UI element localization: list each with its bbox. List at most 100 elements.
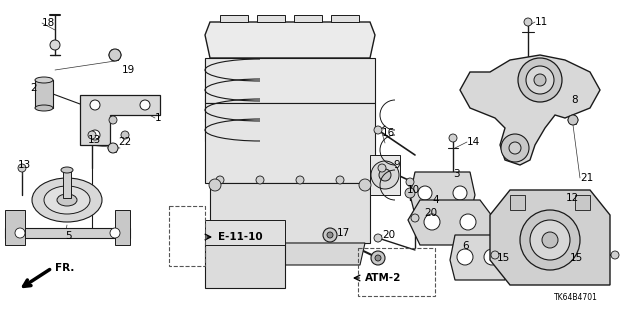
Polygon shape [5,228,130,238]
Polygon shape [510,195,525,210]
Circle shape [418,186,432,200]
Circle shape [406,178,414,186]
Circle shape [405,188,415,198]
Circle shape [90,130,100,140]
Circle shape [530,220,570,260]
Circle shape [327,232,333,238]
Circle shape [520,210,580,270]
Bar [358,248,435,296]
Polygon shape [490,190,610,285]
Text: 15: 15 [570,253,583,263]
Text: 8: 8 [571,95,578,105]
Text: 20: 20 [382,230,395,240]
Bar [35,80,53,108]
Text: E-11-10: E-11-10 [218,232,262,242]
Circle shape [453,186,467,200]
Ellipse shape [35,105,53,111]
Text: 15: 15 [497,253,510,263]
Circle shape [375,255,381,261]
Polygon shape [410,172,475,215]
Polygon shape [115,210,130,245]
Polygon shape [575,195,590,210]
Text: 16: 16 [382,128,396,138]
Text: 18: 18 [42,18,55,28]
Bar [205,243,285,288]
Text: 10: 10 [407,185,420,195]
Circle shape [109,116,117,124]
Circle shape [371,251,385,265]
Text: TK64B4701: TK64B4701 [554,293,598,301]
Text: 11: 11 [535,17,548,27]
Circle shape [90,100,100,110]
Text: FR.: FR. [55,263,74,273]
Text: 13: 13 [18,160,31,170]
Circle shape [411,214,419,222]
Circle shape [501,134,529,162]
Text: 2: 2 [30,83,36,93]
Text: 19: 19 [122,65,135,75]
Ellipse shape [35,77,53,83]
Circle shape [371,161,399,189]
Circle shape [110,228,120,238]
Polygon shape [220,15,248,22]
Bar [63,170,71,198]
Circle shape [460,214,476,230]
Circle shape [108,143,118,153]
Circle shape [374,126,382,134]
Circle shape [534,74,546,86]
Circle shape [216,176,224,184]
Circle shape [542,232,558,248]
Circle shape [256,176,264,184]
Bar [169,206,205,266]
Circle shape [121,131,129,139]
Bar [205,58,375,103]
Polygon shape [294,15,322,22]
Bar [210,183,370,243]
Circle shape [296,176,304,184]
Text: 12: 12 [566,193,579,203]
Circle shape [424,214,440,230]
Text: 6: 6 [462,241,468,251]
Circle shape [323,228,337,242]
Circle shape [209,179,221,191]
Polygon shape [80,95,160,145]
Polygon shape [205,22,375,58]
Circle shape [378,164,386,172]
Text: 17: 17 [337,228,350,238]
Circle shape [568,115,578,125]
Text: 20: 20 [424,208,437,218]
Text: 22: 22 [118,137,131,147]
Circle shape [18,164,26,172]
Circle shape [509,142,521,154]
Polygon shape [215,243,365,265]
Text: 4: 4 [432,195,438,205]
Ellipse shape [57,194,77,206]
Circle shape [88,131,96,139]
Circle shape [526,66,554,94]
Text: 21: 21 [580,173,593,183]
Circle shape [359,179,371,191]
Circle shape [50,40,60,50]
Circle shape [518,58,562,102]
Circle shape [484,249,500,265]
Text: 13: 13 [88,135,101,145]
Text: 9: 9 [393,160,399,170]
Polygon shape [257,15,285,22]
Bar [205,220,285,245]
Ellipse shape [32,178,102,222]
Circle shape [491,251,499,259]
Polygon shape [408,200,495,245]
Circle shape [140,100,150,110]
Circle shape [611,251,619,259]
Circle shape [379,169,391,181]
Text: 1: 1 [155,113,162,123]
Circle shape [15,228,25,238]
Text: 3: 3 [453,169,460,179]
Circle shape [524,18,532,26]
Polygon shape [331,15,359,22]
Bar [370,155,400,195]
Polygon shape [5,210,25,245]
Bar [205,103,375,183]
Polygon shape [450,235,505,280]
Circle shape [109,49,121,61]
